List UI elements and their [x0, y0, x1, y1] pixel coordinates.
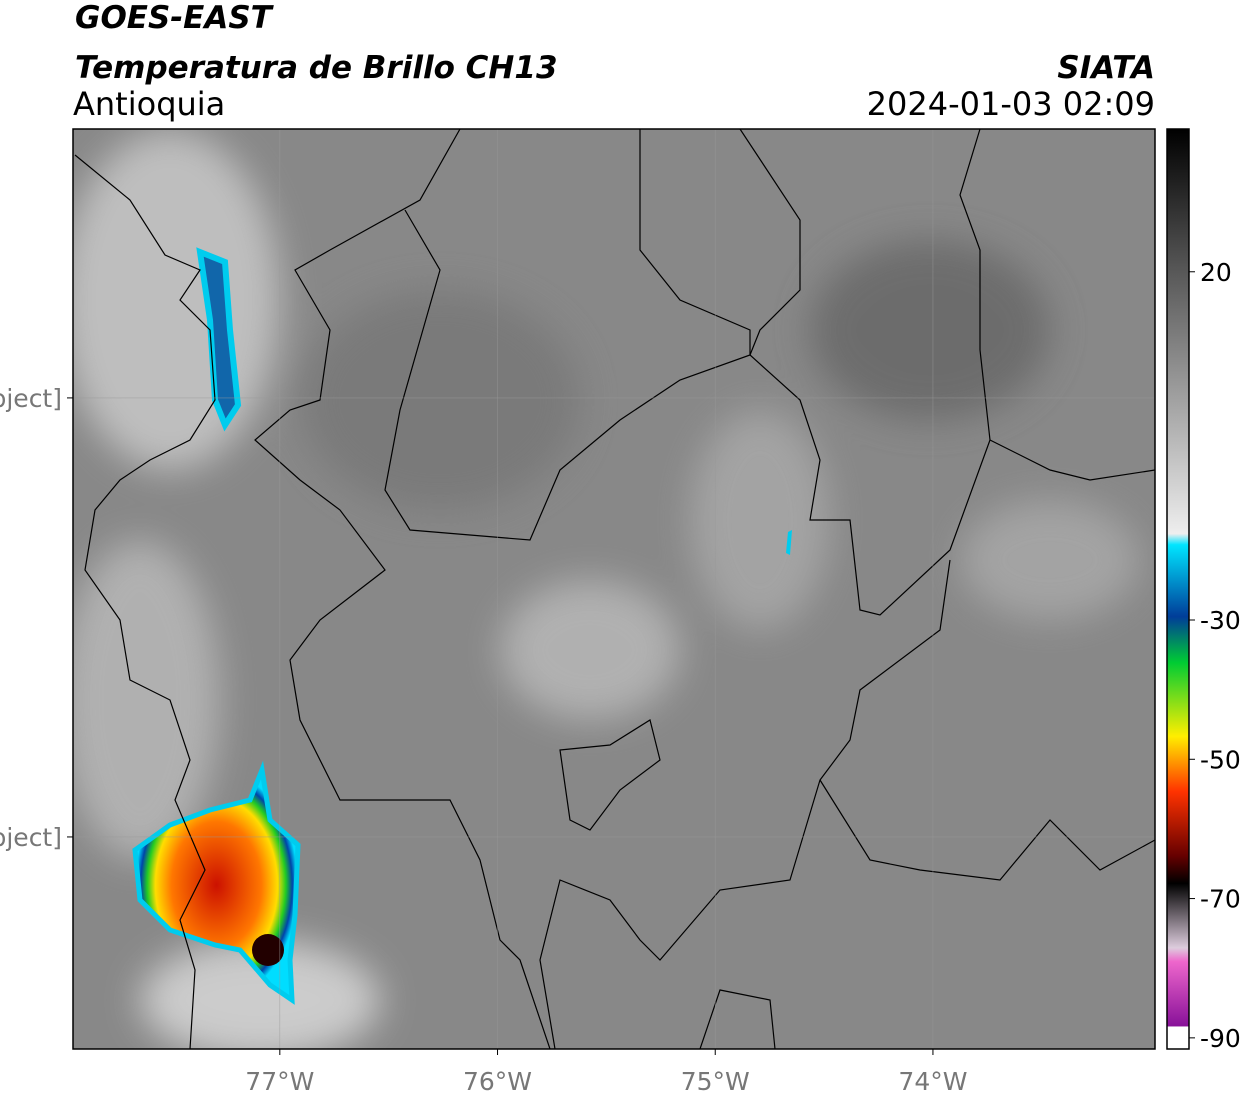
colorbar-tick-label: 20: [1200, 258, 1232, 287]
map-frame: [72, 128, 1156, 1050]
colorbar-tick-label: -90: [1200, 1024, 1241, 1053]
subtitle: Temperatura de Brillo CH13: [75, 50, 558, 86]
colorbar: [1166, 128, 1190, 1050]
colorbar-tick-label: -30: [1200, 606, 1241, 635]
lon-tick-label: 77°W: [245, 1067, 314, 1096]
region: Antioquia: [73, 85, 225, 123]
lon-tick-label: 76°W: [463, 1067, 532, 1096]
title: GOES-EAST: [75, 0, 275, 36]
lon-tick-label: 74°W: [898, 1067, 967, 1096]
lat-tick-label: [object Object]: [0, 384, 62, 413]
satellite-image: [73, 129, 1155, 1049]
lon-tick-label: 75°W: [681, 1067, 750, 1096]
source: SIATA: [1057, 50, 1155, 86]
datetime: 2024-01-03 02:09: [867, 85, 1155, 123]
lat-tick-label: [object Object]: [0, 823, 62, 852]
colorbar-tick-label: -70: [1200, 885, 1241, 914]
colorbar-tick-label: -50: [1200, 745, 1241, 774]
graticule: [73, 129, 1155, 1049]
